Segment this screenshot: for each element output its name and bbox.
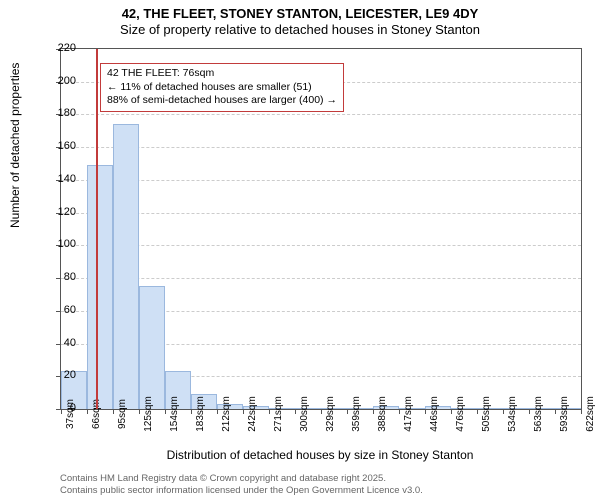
reference-line [96, 49, 98, 409]
xtick-mark [425, 409, 426, 414]
chart-title-line2: Size of property relative to detached ho… [0, 22, 600, 37]
ytick-label: 0 [46, 402, 76, 414]
y-axis-label: Number of detached properties [8, 63, 22, 228]
xtick-mark [503, 409, 504, 414]
gridline [61, 147, 581, 148]
xtick-mark [347, 409, 348, 414]
xtick-mark [113, 409, 114, 414]
xtick-label: 329sqm [325, 396, 336, 432]
histogram-chart: 37sqm66sqm95sqm125sqm154sqm183sqm212sqm2… [60, 48, 582, 410]
ytick-label: 220 [46, 42, 76, 54]
xtick-label: 212sqm [221, 396, 232, 432]
xtick-label: 359sqm [351, 396, 362, 432]
gridline [61, 278, 581, 279]
xtick-mark [191, 409, 192, 414]
ytick-label: 160 [46, 140, 76, 152]
xtick-mark [217, 409, 218, 414]
histogram-bar [139, 286, 165, 409]
xtick-label: 242sqm [247, 396, 258, 432]
xtick-label: 446sqm [429, 396, 440, 432]
footer-line1: Contains HM Land Registry data © Crown c… [60, 473, 423, 484]
ytick-label: 20 [46, 369, 76, 381]
xtick-label: 534sqm [507, 396, 518, 432]
xtick-mark [581, 409, 582, 414]
ytick-label: 140 [46, 173, 76, 185]
ytick-label: 200 [46, 75, 76, 87]
xtick-mark [243, 409, 244, 414]
xtick-mark [295, 409, 296, 414]
xtick-label: 183sqm [195, 396, 206, 432]
gridline [61, 114, 581, 115]
ytick-label: 120 [46, 206, 76, 218]
annotation-box: 42 THE FLEET: 76sqm← 11% of detached hou… [100, 63, 344, 112]
xtick-label: 476sqm [455, 396, 466, 432]
gridline [61, 213, 581, 214]
xtick-mark [269, 409, 270, 414]
xtick-label: 271sqm [273, 396, 284, 432]
ytick-label: 180 [46, 107, 76, 119]
histogram-bar [113, 124, 139, 409]
xtick-label: 563sqm [533, 396, 544, 432]
chart-title-line1: 42, THE FLEET, STONEY STANTON, LEICESTER… [0, 6, 600, 21]
xtick-mark [321, 409, 322, 414]
xtick-label: 593sqm [559, 396, 570, 432]
xtick-label: 300sqm [299, 396, 310, 432]
xtick-label: 622sqm [585, 396, 596, 432]
xtick-mark [165, 409, 166, 414]
xtick-mark [451, 409, 452, 414]
footer-line2: Contains public sector information licen… [60, 485, 423, 496]
ytick-label: 60 [46, 304, 76, 316]
annotation-line3: 88% of semi-detached houses are larger (… [107, 94, 337, 108]
xtick-mark [87, 409, 88, 414]
annotation-line1: 42 THE FLEET: 76sqm [107, 67, 337, 81]
xtick-label: 417sqm [403, 396, 414, 432]
annotation-line2: ← 11% of detached houses are smaller (51… [107, 81, 337, 95]
xtick-mark [477, 409, 478, 414]
xtick-mark [529, 409, 530, 414]
ytick-label: 100 [46, 238, 76, 250]
xtick-mark [139, 409, 140, 414]
gridline [61, 180, 581, 181]
x-axis-label: Distribution of detached houses by size … [60, 448, 580, 462]
ytick-label: 40 [46, 337, 76, 349]
xtick-mark [373, 409, 374, 414]
xtick-label: 505sqm [481, 396, 492, 432]
xtick-mark [555, 409, 556, 414]
gridline [61, 245, 581, 246]
xtick-label: 154sqm [169, 396, 180, 432]
histogram-bar [87, 165, 113, 409]
xtick-label: 125sqm [143, 396, 154, 432]
xtick-mark [399, 409, 400, 414]
footer-attribution: Contains HM Land Registry data © Crown c… [60, 473, 423, 496]
xtick-label: 388sqm [377, 396, 388, 432]
ytick-label: 80 [46, 271, 76, 283]
xtick-label: 95sqm [117, 399, 128, 429]
